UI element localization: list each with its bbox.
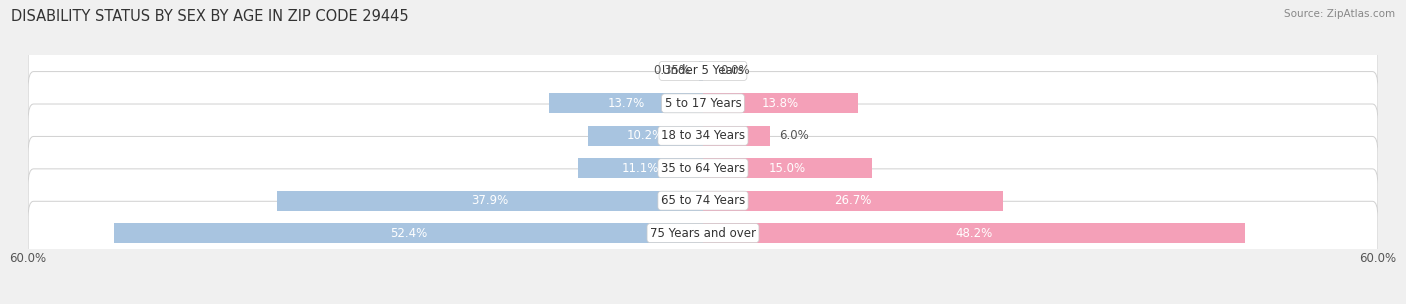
Bar xyxy=(703,93,858,113)
Text: 6.0%: 6.0% xyxy=(779,129,810,142)
Bar xyxy=(703,158,872,178)
Text: 75 Years and over: 75 Years and over xyxy=(650,226,756,240)
Text: 5 to 17 Years: 5 to 17 Years xyxy=(665,97,741,110)
Text: 0.35%: 0.35% xyxy=(652,64,690,78)
Text: 37.9%: 37.9% xyxy=(471,194,509,207)
Text: 35 to 64 Years: 35 to 64 Years xyxy=(661,162,745,175)
FancyBboxPatch shape xyxy=(28,136,1378,200)
Bar xyxy=(588,126,703,146)
Text: 0.0%: 0.0% xyxy=(720,64,749,78)
Text: 10.2%: 10.2% xyxy=(627,129,664,142)
Text: 65 to 74 Years: 65 to 74 Years xyxy=(661,194,745,207)
Bar xyxy=(703,191,1004,211)
Bar xyxy=(703,126,770,146)
Bar xyxy=(703,223,1246,243)
Text: 48.2%: 48.2% xyxy=(956,226,993,240)
FancyBboxPatch shape xyxy=(28,104,1378,168)
Text: 15.0%: 15.0% xyxy=(769,162,806,175)
Text: 13.7%: 13.7% xyxy=(607,97,644,110)
Bar xyxy=(699,61,703,81)
Bar xyxy=(114,223,703,243)
FancyBboxPatch shape xyxy=(28,169,1378,233)
FancyBboxPatch shape xyxy=(28,71,1378,135)
Text: 11.1%: 11.1% xyxy=(621,162,659,175)
Text: DISABILITY STATUS BY SEX BY AGE IN ZIP CODE 29445: DISABILITY STATUS BY SEX BY AGE IN ZIP C… xyxy=(11,9,409,24)
Text: 26.7%: 26.7% xyxy=(835,194,872,207)
FancyBboxPatch shape xyxy=(28,201,1378,265)
Bar xyxy=(548,93,703,113)
Text: Under 5 Years: Under 5 Years xyxy=(662,64,744,78)
Text: 13.8%: 13.8% xyxy=(762,97,799,110)
Text: 18 to 34 Years: 18 to 34 Years xyxy=(661,129,745,142)
Text: Source: ZipAtlas.com: Source: ZipAtlas.com xyxy=(1284,9,1395,19)
Bar xyxy=(578,158,703,178)
Bar xyxy=(277,191,703,211)
Text: 52.4%: 52.4% xyxy=(389,226,427,240)
FancyBboxPatch shape xyxy=(28,39,1378,103)
